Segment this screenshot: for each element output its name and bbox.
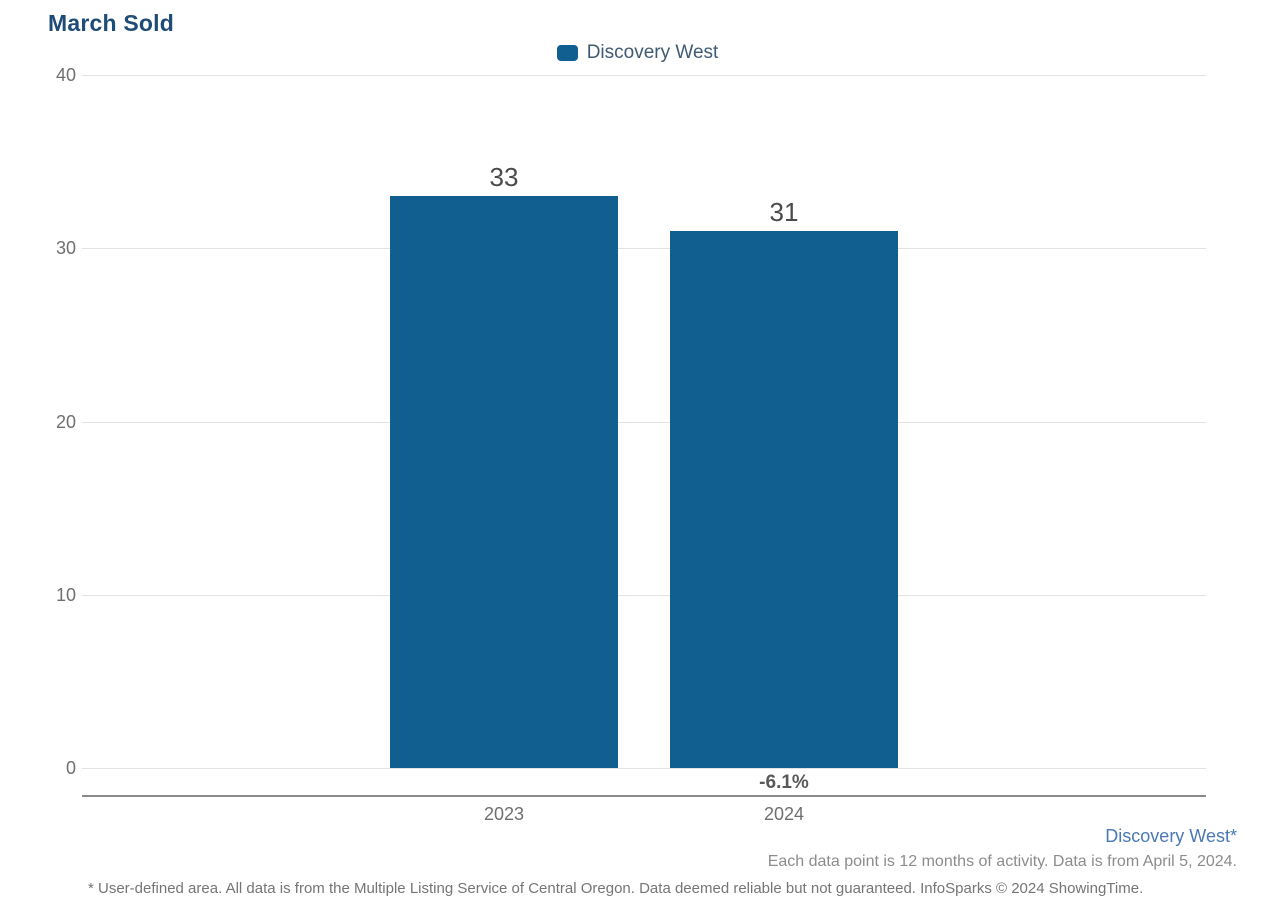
bar-2024[interactable] [670,230,898,768]
gridline-y-30 [82,248,1206,250]
bar-change-label-2024: -6.1% [759,772,809,793]
legend-item-discovery-west[interactable]: Discovery West [0,42,1275,64]
gridline-y-0 [82,768,1206,769]
bar-2023[interactable] [390,196,618,768]
y-tick-label-40: 40 [55,65,76,85]
y-tick-label-0: 0 [65,758,76,778]
chart-title: March Sold [48,10,174,36]
bar-value-label-2023: 33 [489,162,519,193]
legend-swatch-icon [556,45,578,61]
footer-right-block: Discovery West* Each data point is 12 mo… [768,826,1237,871]
legend-label: Discovery West [586,42,719,63]
gridline-y-10 [82,594,1206,596]
footer-area-name: Discovery West* [1105,826,1237,846]
x-tick-label-2024: 2024 [763,804,805,824]
footer-disclaimer: * User-defined area. All data is from th… [88,880,1144,897]
y-tick-label-20: 20 [55,411,76,432]
gridline-y-20 [82,421,1206,423]
x-tick-label-2023: 2023 [483,804,525,824]
y-tick-label-10: 10 [55,584,76,605]
gridline-y-40 [82,75,1206,76]
y-tick-label-30: 30 [55,238,76,259]
bar-value-label-2024: 31 [769,196,799,227]
footer-data-note: Each data point is 12 months of activity… [767,853,1237,870]
x-axis-line [82,795,1206,797]
